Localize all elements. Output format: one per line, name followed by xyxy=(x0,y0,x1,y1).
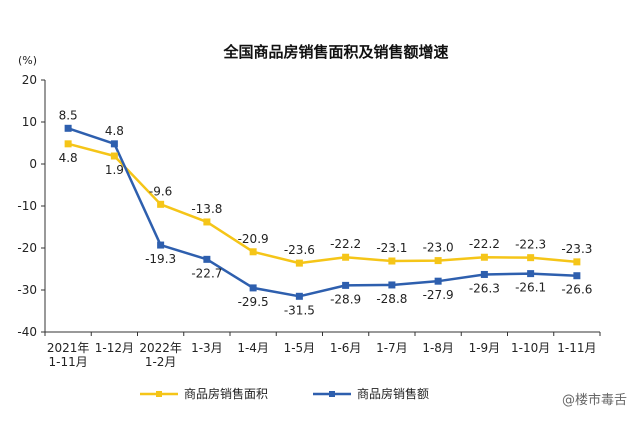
data-point xyxy=(250,284,257,291)
data-point xyxy=(157,201,164,208)
data-point xyxy=(157,242,164,249)
y-tick-label: -30 xyxy=(17,283,37,297)
x-tick-label: 2022年 xyxy=(139,341,182,355)
y-tick-label: 10 xyxy=(22,115,37,129)
data-point xyxy=(250,248,257,255)
data-label: -13.8 xyxy=(191,202,222,216)
chart-figure: 全国商品房销售面积及销售额增速 (%) 20 10 0 -10 -20 -30 -40 20… xyxy=(0,0,640,421)
data-point xyxy=(481,271,488,278)
data-label: -28.8 xyxy=(376,292,407,306)
data-label: -23.1 xyxy=(376,241,407,255)
data-point xyxy=(435,278,442,285)
legend-marker-area xyxy=(156,391,162,397)
data-point xyxy=(435,257,442,264)
data-labels: 4.8 1.9 -9.6 -13.8 -20.9 -23.6 -22.2 -23.1 -23.0… xyxy=(59,108,593,317)
data-point xyxy=(527,270,534,277)
x-tick-label: 1-2月 xyxy=(145,355,177,369)
series-layer xyxy=(65,125,581,300)
legend: 商品房销售面积 商品房销售额 xyxy=(140,386,429,401)
data-label: -31.5 xyxy=(284,303,315,317)
data-label: -22.7 xyxy=(191,266,222,280)
y-axis-unit: (%) xyxy=(18,54,37,67)
data-point xyxy=(573,272,580,279)
x-tick-label: 1-10月 xyxy=(511,341,550,355)
watermark-text: @楼市毒舌 xyxy=(562,392,627,408)
x-tick-label: 1-6月 xyxy=(330,341,362,355)
data-label: 4.8 xyxy=(105,124,124,138)
data-point xyxy=(342,254,349,261)
data-label: -26.6 xyxy=(561,283,592,297)
legend-item-area: 商品房销售面积 xyxy=(140,386,268,401)
data-label: 1.9 xyxy=(105,163,124,177)
y-tick-label: -10 xyxy=(17,199,37,213)
x-tick-label: 1-3月 xyxy=(191,341,223,355)
y-axis-ticks: 20 10 0 -10 -20 -30 -40 xyxy=(17,73,45,339)
data-point xyxy=(203,256,210,263)
data-label: -26.3 xyxy=(469,281,500,295)
data-point xyxy=(65,125,72,132)
legend-item-sales: 商品房销售额 xyxy=(313,386,429,401)
x-tick-label: 1-11月 xyxy=(49,355,88,369)
data-point xyxy=(481,254,488,261)
x-tick-label: 2021年 xyxy=(47,341,90,355)
series-line-area xyxy=(68,144,577,263)
data-point xyxy=(111,140,118,147)
data-label: -20.9 xyxy=(238,232,269,246)
data-point xyxy=(65,140,72,147)
data-label: -26.1 xyxy=(515,281,546,295)
y-tick-label: -40 xyxy=(17,325,37,339)
y-tick-label: 20 xyxy=(22,73,37,87)
x-tick-label: 1-11月 xyxy=(557,341,596,355)
data-label: -23.3 xyxy=(561,242,592,256)
data-point xyxy=(203,218,210,225)
y-tick-label: -20 xyxy=(17,241,37,255)
data-label: -9.6 xyxy=(149,184,172,198)
data-point xyxy=(111,153,118,160)
data-label: -29.5 xyxy=(238,295,269,309)
data-point xyxy=(388,258,395,265)
y-tick-label: 0 xyxy=(29,157,37,171)
legend-label-sales: 商品房销售额 xyxy=(357,386,429,401)
x-tick-label: 1-12月 xyxy=(95,341,134,355)
line-chart: 全国商品房销售面积及销售额增速 (%) 20 10 0 -10 -20 -30 -40 20… xyxy=(0,0,640,421)
data-point xyxy=(527,254,534,261)
chart-title: 全国商品房销售面积及销售额增速 xyxy=(222,43,448,61)
data-label: -27.9 xyxy=(423,288,454,302)
x-tick-label: 1-9月 xyxy=(469,341,501,355)
data-label: 8.5 xyxy=(59,108,78,122)
data-point xyxy=(573,258,580,265)
data-label: 4.8 xyxy=(59,151,78,165)
data-label: -28.9 xyxy=(330,292,361,306)
data-label: -22.3 xyxy=(515,238,546,252)
legend-label-area: 商品房销售面积 xyxy=(184,386,268,401)
data-point xyxy=(296,260,303,267)
legend-marker-sales xyxy=(329,391,335,397)
x-tick-label: 1-8月 xyxy=(422,341,454,355)
series-line-sales xyxy=(68,128,577,296)
x-tick-label: 1-7月 xyxy=(376,341,408,355)
data-point xyxy=(296,293,303,300)
data-point xyxy=(342,282,349,289)
data-point xyxy=(388,281,395,288)
x-tick-label: 1-4月 xyxy=(237,341,269,355)
data-label: -23.0 xyxy=(423,241,454,255)
data-label: -23.6 xyxy=(284,243,315,257)
x-tick-label: 1-5月 xyxy=(284,341,316,355)
data-label: -22.2 xyxy=(469,237,500,251)
data-label: -19.3 xyxy=(145,252,176,266)
data-label: -22.2 xyxy=(330,237,361,251)
